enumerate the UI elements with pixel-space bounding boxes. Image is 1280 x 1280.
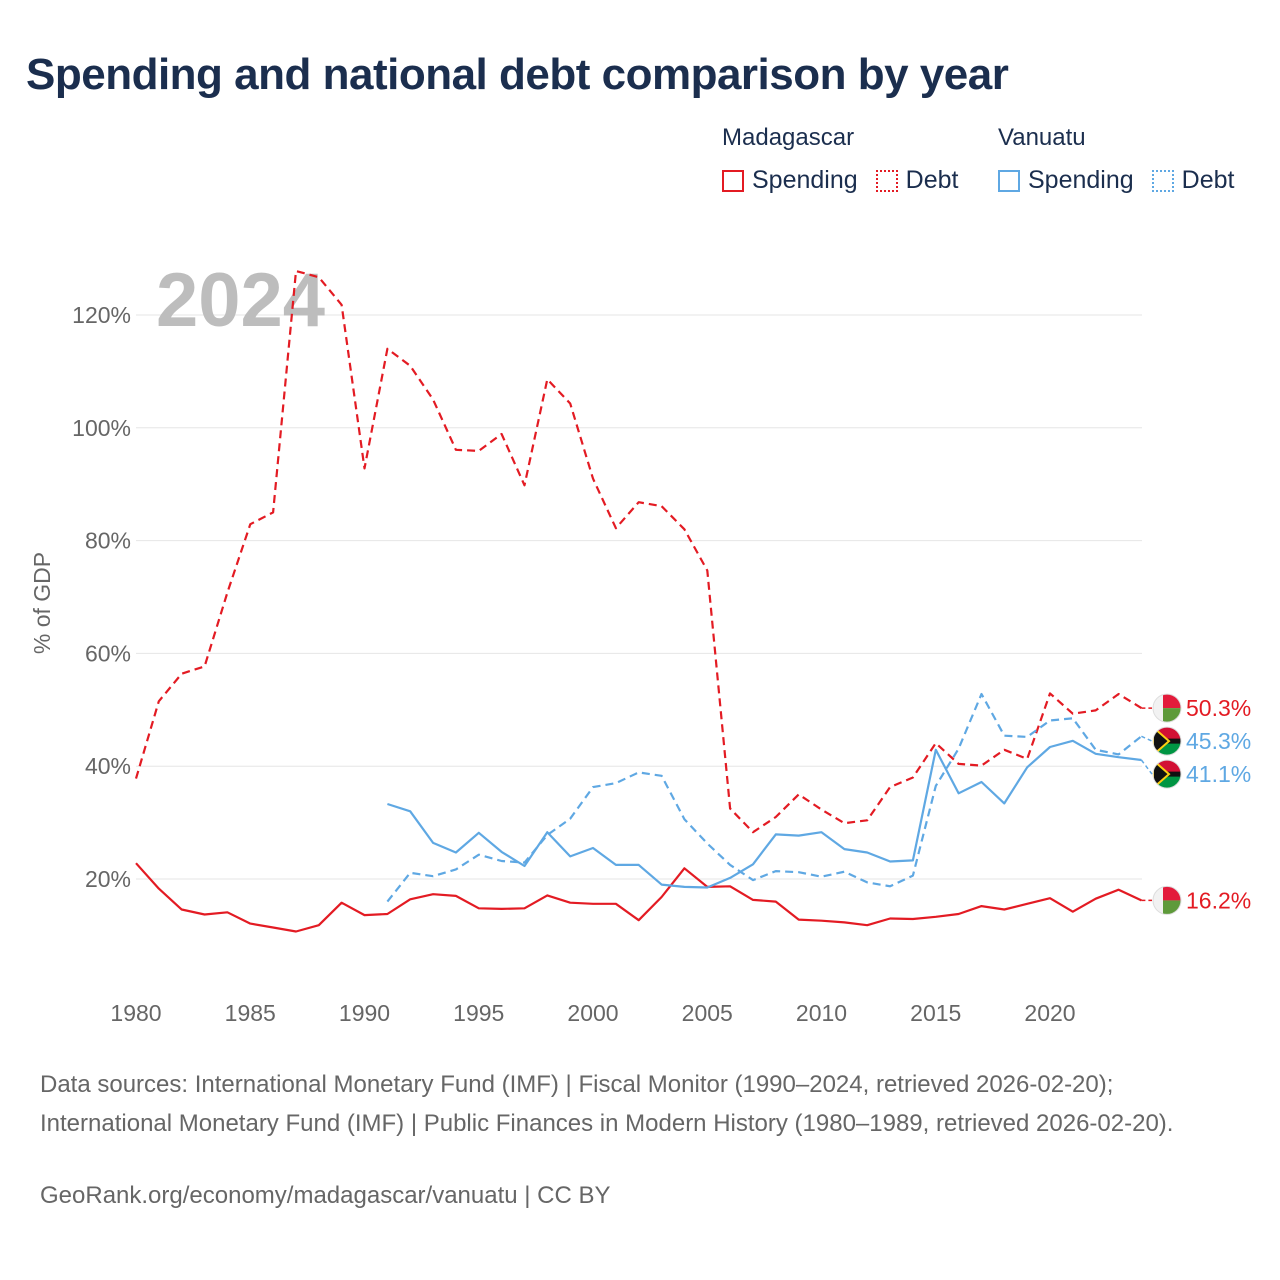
x-tick-label: 2005 bbox=[682, 1000, 733, 1026]
flag-outline bbox=[1152, 726, 1182, 756]
x-tick-label: 1980 bbox=[110, 1000, 161, 1026]
series-line-vanuatu-spending[interactable] bbox=[387, 739, 1142, 889]
legend-item-label: Debt bbox=[1181, 166, 1235, 194]
vanuatu-flag-triangle bbox=[1153, 727, 1171, 756]
x-tick-label: 1990 bbox=[339, 1000, 390, 1026]
legend-group-vanuatu: Vanuatu Spending Debt bbox=[998, 124, 1234, 195]
year-watermark: 2024 bbox=[156, 258, 325, 343]
solid-line-swatch-icon bbox=[722, 169, 744, 192]
legend-group-madagascar: Madagascar Spending Debt bbox=[722, 124, 958, 195]
x-tick-label: 1995 bbox=[453, 1000, 504, 1026]
legend-group-name: Vanuatu bbox=[998, 124, 1086, 151]
legend-item-vanuatu-spending[interactable]: Spending bbox=[998, 166, 1134, 195]
series-line-madagascar-debt[interactable] bbox=[134, 269, 1142, 834]
end-label-leader bbox=[1140, 759, 1153, 775]
x-tick-label: 2000 bbox=[567, 1000, 618, 1026]
y-tick-label: 20% bbox=[85, 866, 131, 892]
x-tick-label: 2020 bbox=[1024, 1000, 1075, 1026]
dotted-line-swatch-icon bbox=[1151, 169, 1174, 192]
end-value-label: 50.3% bbox=[1186, 695, 1251, 721]
y-tick-label: 100% bbox=[72, 415, 131, 441]
series-line-madagascar-spending[interactable] bbox=[135, 862, 1142, 933]
line-chart: 20% 40% 60% 80% 100% 120% 1980 1985 1990 1995 2000… bbox=[29, 258, 1251, 1026]
vanuatu-flag-triangle bbox=[1153, 760, 1171, 789]
madagascar-flag-green-band bbox=[1163, 708, 1181, 723]
end-label-leader bbox=[1141, 735, 1153, 742]
end-value-label: 45.3% bbox=[1186, 728, 1251, 754]
data-source-note: Data sources: International Monetary Fun… bbox=[40, 1071, 1174, 1137]
legend-item-label: Spending bbox=[1028, 166, 1134, 194]
legend-item-vanuatu-debt[interactable]: Debt bbox=[1151, 166, 1235, 195]
madagascar-flag-icon bbox=[1153, 694, 1163, 723]
solid-line-swatch-icon bbox=[998, 169, 1020, 192]
end-value-label: 41.1% bbox=[1186, 761, 1251, 787]
x-tick-label: 1985 bbox=[225, 1000, 276, 1026]
legend-item-madagascar-spending[interactable]: Spending bbox=[722, 166, 858, 195]
legend-item-label: Debt bbox=[905, 166, 959, 194]
chart-title: Spending and national debt comparison by… bbox=[26, 50, 1009, 99]
madagascar-flag-red-band bbox=[1163, 886, 1181, 901]
y-tick-label: 80% bbox=[85, 528, 131, 554]
legend-item-madagascar-debt[interactable]: Debt bbox=[875, 166, 959, 195]
madagascar-flag-red-band bbox=[1163, 694, 1181, 709]
dotted-line-swatch-icon bbox=[875, 169, 898, 192]
legend-item-label: Spending bbox=[752, 166, 858, 194]
flag-outline bbox=[1152, 693, 1182, 723]
legend-group-name: Madagascar bbox=[722, 124, 855, 151]
x-tick-label: 2015 bbox=[910, 1000, 961, 1026]
flag-outline bbox=[1152, 759, 1182, 789]
y-tick-label: 40% bbox=[85, 753, 131, 779]
flag-outline bbox=[1152, 885, 1182, 915]
y-tick-label: 60% bbox=[85, 640, 131, 666]
y-axis-label: % of GDP bbox=[29, 552, 55, 654]
series-line-vanuatu-debt[interactable] bbox=[386, 692, 1143, 903]
madagascar-flag-icon bbox=[1153, 886, 1163, 915]
y-tick-label: 120% bbox=[72, 302, 131, 328]
madagascar-flag-green-band bbox=[1163, 900, 1181, 915]
x-tick-label: 2010 bbox=[796, 1000, 847, 1026]
end-value-label: 16.2% bbox=[1186, 887, 1251, 913]
credit-link[interactable]: GeoRank.org/economy/madagascar/vanuatu |… bbox=[40, 1182, 611, 1209]
